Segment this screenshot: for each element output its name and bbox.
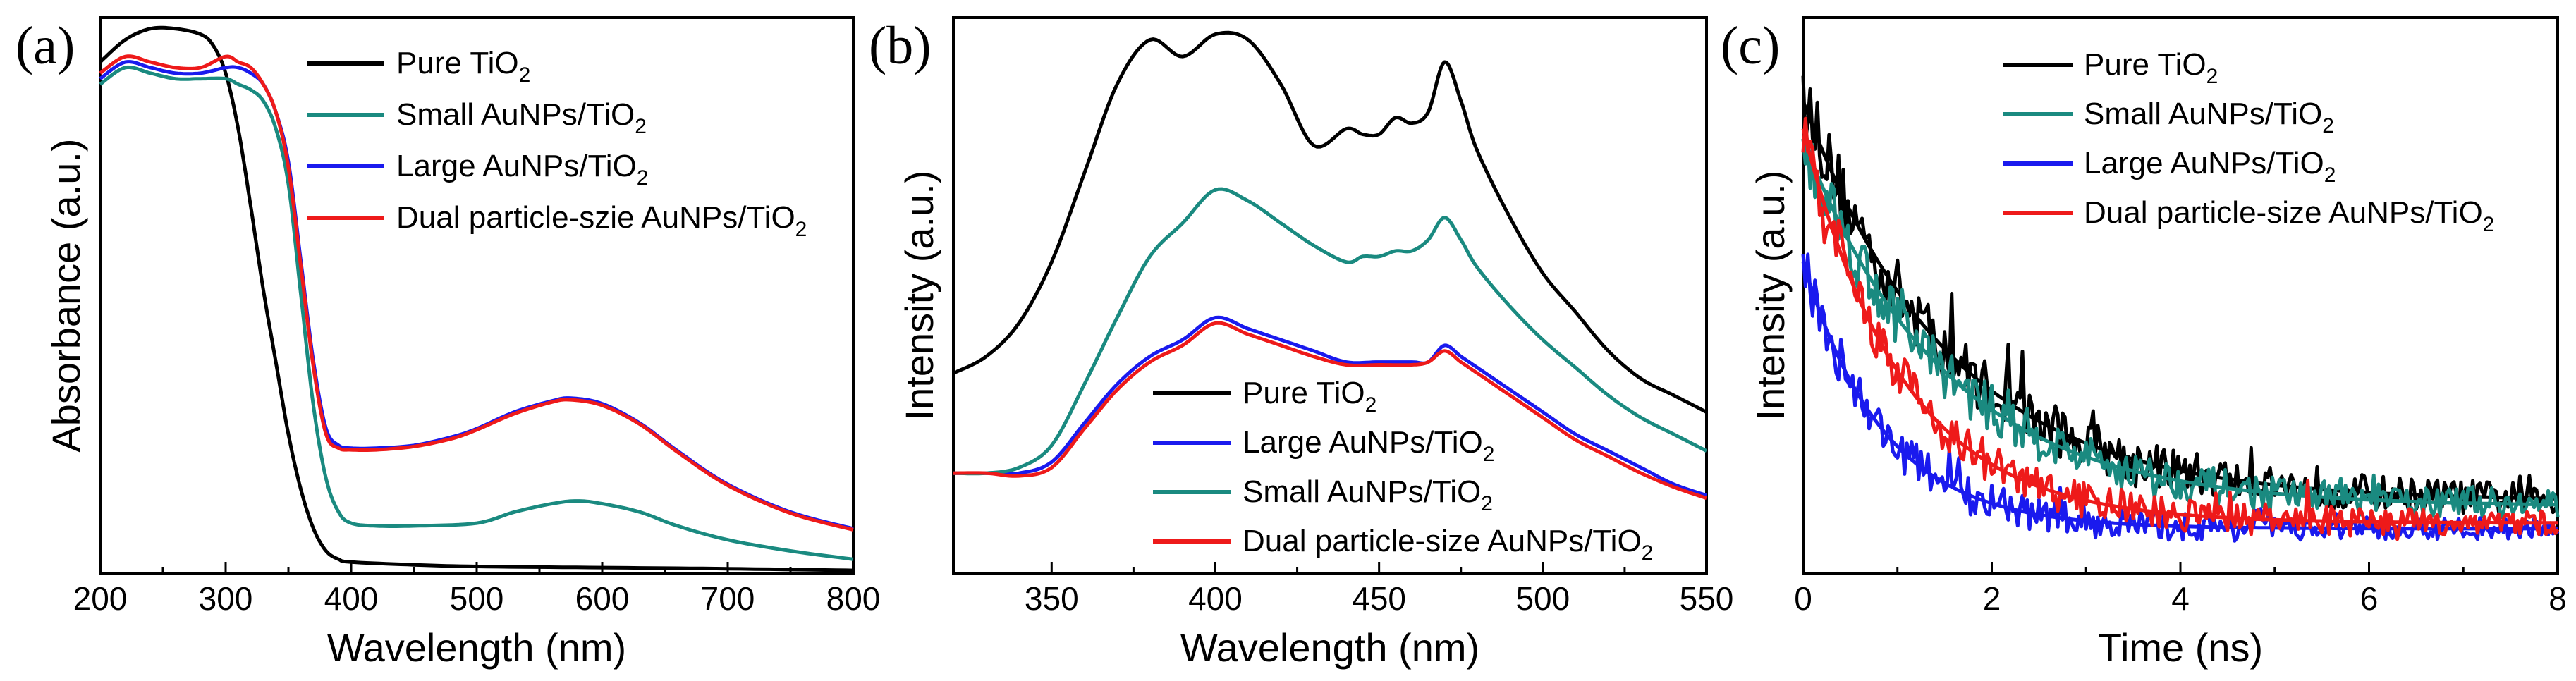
panel-c-letter: (c) bbox=[1721, 16, 1780, 75]
panel-b-x-tick-label: 500 bbox=[1515, 580, 1570, 617]
panel-b-x-tick-label: 550 bbox=[1680, 580, 1734, 617]
panel-b-legend-label: Dual particle-size AuNPs/TiO2 bbox=[1243, 524, 1653, 565]
panel-b-x-tick-label: 400 bbox=[1188, 580, 1243, 617]
panel-a-legend-item: Large AuNPs/TiO2 bbox=[307, 149, 648, 190]
panel-b-legend-item: Large AuNPs/TiO2 bbox=[1153, 425, 1494, 466]
panel-a-letter: (a) bbox=[16, 16, 75, 75]
panel-b-legend-item: Small AuNPs/TiO2 bbox=[1153, 474, 1493, 515]
panel-a-x-label: Wavelength (nm) bbox=[327, 625, 626, 670]
panel-b-frame bbox=[952, 16, 1708, 575]
panel-a-series-line bbox=[99, 54, 854, 532]
panel-c: (c) 0 2 4 6 8 Time (ns) Intensity (a.u.) Pur… bbox=[1721, 16, 2567, 670]
panel-c-legend: Pure TiO2 Small AuNPs/TiO2 Large AuNPs/T… bbox=[2003, 47, 2494, 236]
panel-a-x-tick-label: 700 bbox=[701, 580, 755, 617]
panel-b-y-label: Intensity (a.u.) bbox=[897, 171, 941, 421]
panel-c-legend-item: Small AuNPs/TiO2 bbox=[2003, 97, 2334, 137]
panel-c-series-line bbox=[1801, 116, 2560, 541]
panel-a: (a) 200 300 400 500 600 700 800 Wavelength (nm… bbox=[16, 16, 880, 670]
panel-c-series-line bbox=[1801, 138, 2560, 520]
panel-b-legend-item: Dual particle-size AuNPs/TiO2 bbox=[1153, 524, 1653, 565]
panel-a-x-tick-label: 600 bbox=[575, 580, 630, 617]
panel-a-legend-label: Dual particle-szie AuNPs/TiO2 bbox=[396, 200, 807, 241]
panel-a-legend-item: Dual particle-szie AuNPs/TiO2 bbox=[307, 200, 807, 241]
panel-b-x-label: Wavelength (nm) bbox=[1180, 625, 1479, 670]
panel-a-legend-item: Pure TiO2 bbox=[307, 46, 530, 87]
panel-b-legend: Pure TiO2 Large AuNPs/TiO2 Small AuNPs/T… bbox=[1153, 376, 1653, 565]
panel-b-plot-area bbox=[952, 30, 1708, 500]
panel-a-legend: Pure TiO2 Small AuNPs/TiO2 Large AuNPs/T… bbox=[307, 46, 807, 241]
panel-a-x-tick-label: 400 bbox=[324, 580, 379, 617]
panel-c-plot-area bbox=[1801, 75, 2560, 543]
panel-b-legend-label: Pure TiO2 bbox=[1243, 376, 1376, 417]
panel-a-x-tick-label: 300 bbox=[199, 580, 253, 617]
panel-c-series-line bbox=[1801, 75, 2559, 515]
panel-b-x-tick-label: 450 bbox=[1352, 580, 1406, 617]
panel-b-legend-item: Pure TiO2 bbox=[1153, 376, 1376, 417]
panel-c-y-label: Intensity (a.u.) bbox=[1748, 171, 1793, 421]
panel-b-legend-label: Small AuNPs/TiO2 bbox=[1243, 474, 1493, 515]
panel-a-legend-label: Large AuNPs/TiO2 bbox=[396, 149, 648, 190]
panel-b-x-axis: 350 400 450 500 550 bbox=[1025, 562, 1733, 617]
panel-c-x-tick-label: 8 bbox=[2548, 580, 2567, 617]
panel-a-x-tick-label: 200 bbox=[73, 580, 128, 617]
panel-c-x-tick-label: 6 bbox=[2360, 580, 2379, 617]
panel-c-x-axis: 0 2 4 6 8 bbox=[1794, 562, 2567, 617]
panel-b-series-line bbox=[953, 187, 1708, 476]
panel-b-series-line bbox=[953, 315, 1707, 498]
panel-b-letter: (b) bbox=[869, 16, 932, 75]
panel-c-x-label: Time (ns) bbox=[2098, 625, 2263, 670]
panel-c-x-tick-label: 4 bbox=[2171, 580, 2190, 617]
panel-c-legend-label: Pure TiO2 bbox=[2084, 47, 2218, 88]
panel-c-legend-item: Large AuNPs/TiO2 bbox=[2003, 146, 2336, 187]
panel-b: (b) 350 400 450 500 550 Wavelength (nm) Inte… bbox=[869, 16, 1733, 670]
panel-a-legend-label: Pure TiO2 bbox=[396, 46, 530, 87]
panel-c-x-tick-label: 0 bbox=[1794, 580, 1812, 617]
panel-a-series-line bbox=[99, 25, 854, 572]
panel-b-x-tick-label: 350 bbox=[1025, 580, 1079, 617]
panel-b-legend-label: Large AuNPs/TiO2 bbox=[1243, 425, 1494, 466]
panel-c-legend-item: Pure TiO2 bbox=[2003, 47, 2218, 88]
panel-b-series-line bbox=[953, 321, 1707, 500]
panel-c-legend-item: Dual particle-size AuNPs/TiO2 bbox=[2003, 195, 2494, 236]
panel-a-series-line bbox=[99, 65, 854, 561]
panel-c-legend-label: Large AuNPs/TiO2 bbox=[2084, 146, 2336, 187]
panel-a-legend-item: Small AuNPs/TiO2 bbox=[307, 97, 647, 138]
panel-c-x-tick-label: 2 bbox=[1983, 580, 2001, 617]
panel-a-x-tick-label: 800 bbox=[826, 580, 881, 617]
panel-c-legend-label: Dual particle-size AuNPs/TiO2 bbox=[2084, 195, 2494, 236]
panel-b-series-line bbox=[952, 30, 1708, 414]
panel-a-y-label: Absorbance (a.u.) bbox=[44, 138, 88, 452]
panel-a-x-axis: 200 300 400 500 600 700 800 bbox=[73, 562, 881, 617]
panel-a-legend-label: Small AuNPs/TiO2 bbox=[396, 97, 647, 138]
panel-a-plot-area bbox=[99, 25, 854, 572]
panel-a-x-tick-label: 500 bbox=[450, 580, 504, 617]
panel-c-legend-label: Small AuNPs/TiO2 bbox=[2084, 97, 2334, 137]
